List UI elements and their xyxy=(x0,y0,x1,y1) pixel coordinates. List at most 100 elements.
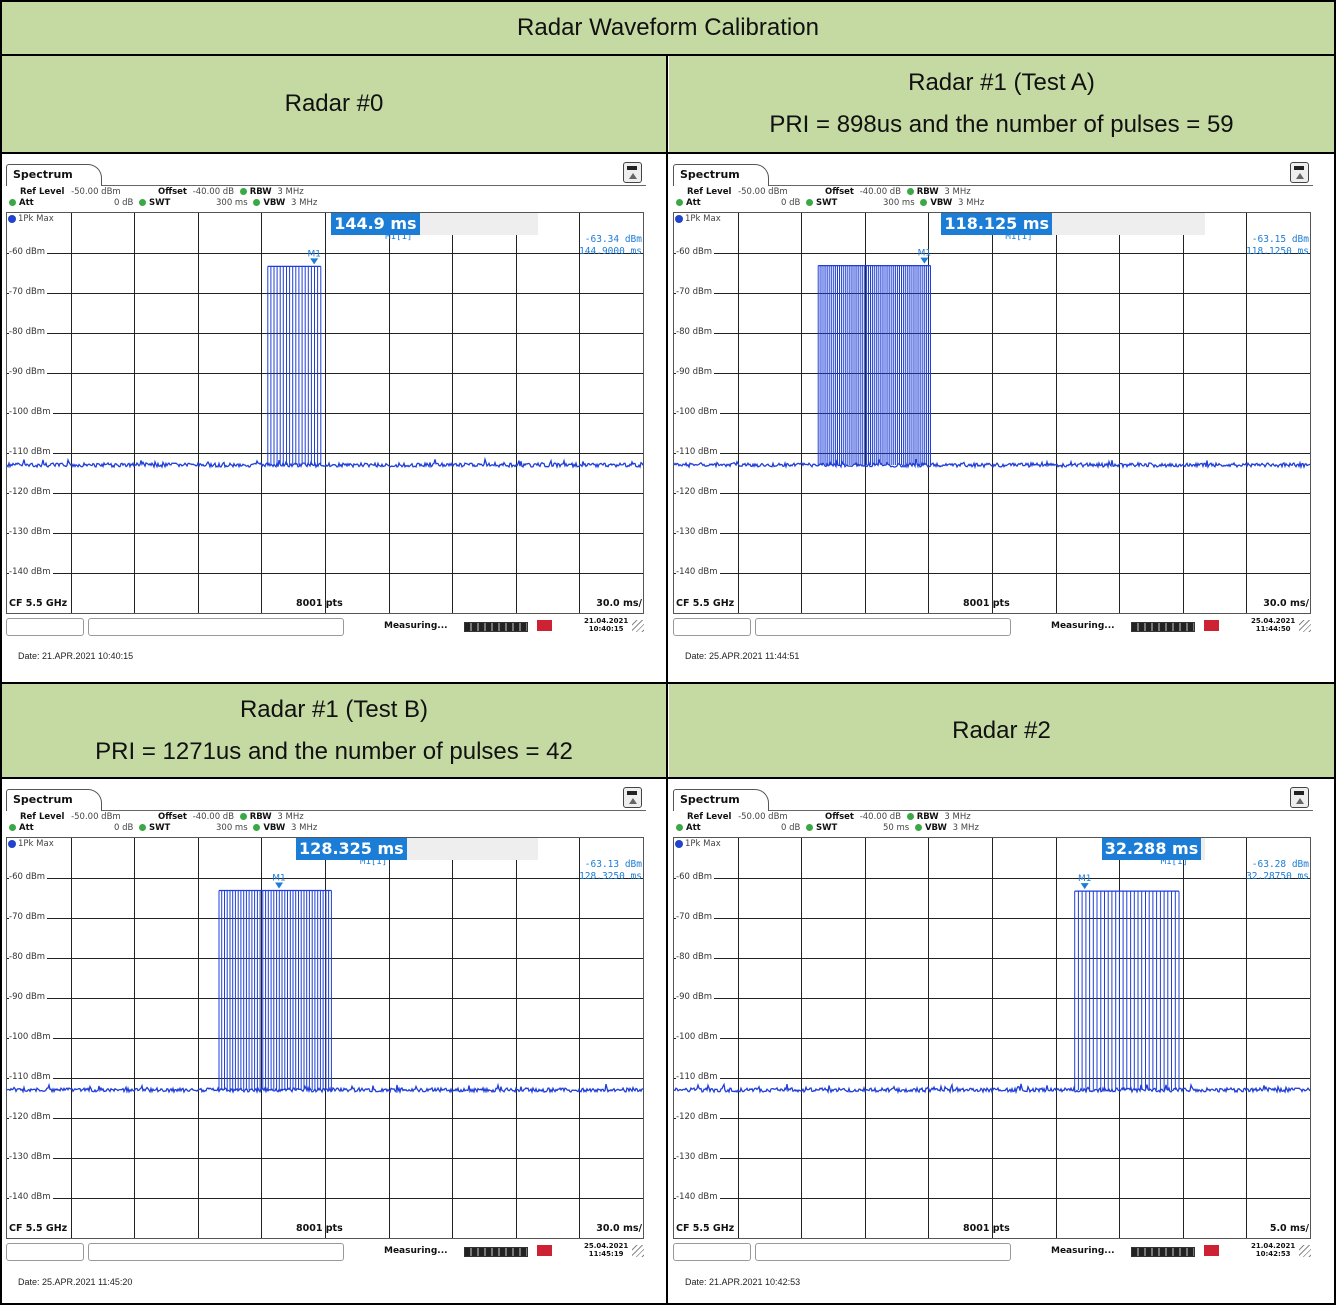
status-field-left xyxy=(673,1243,751,1261)
display-mode-icon[interactable] xyxy=(623,787,642,808)
tab-spectrum[interactable]: Spectrum xyxy=(673,789,769,811)
time-per-division: 30.0 ms/ xyxy=(596,1223,642,1234)
trace-label-text: 1Pk Max xyxy=(685,214,721,224)
header-radar1a-line1: Radar #1 (Test A) xyxy=(908,69,1095,96)
ref-level-value: -50.00 dBm xyxy=(738,812,788,822)
instrument-date: 25.04.2021 xyxy=(1251,617,1296,625)
ref-level-label: Ref Level xyxy=(20,187,65,197)
y-tick-label: -120 dBm xyxy=(676,1112,720,1122)
resize-grip-icon[interactable] xyxy=(1299,620,1311,632)
tab-spectrum[interactable]: Spectrum xyxy=(673,164,769,186)
header-radar1a-line2: PRI = 898us and the number of pulses = 5… xyxy=(769,111,1234,138)
swt-value: 300 ms xyxy=(216,198,248,208)
measuring-status: Measuring... xyxy=(384,621,448,631)
att-label: Att xyxy=(19,198,34,208)
marker-time: 118.1250 ms xyxy=(1246,246,1309,257)
resize-grip-icon[interactable] xyxy=(632,1245,644,1257)
sweep-progress-bar xyxy=(1131,622,1195,632)
resize-grip-icon[interactable] xyxy=(632,620,644,632)
offset-label: Offset xyxy=(158,187,187,197)
marker-time: 128.3250 ms xyxy=(579,871,642,882)
ref-level-value: -50.00 dBm xyxy=(738,187,788,197)
vbw-value: 3 MHz xyxy=(952,823,979,833)
time-per-division: 5.0 ms/ xyxy=(1269,1223,1309,1234)
vbw-label: VBW xyxy=(263,823,286,833)
rbw-label: RBW xyxy=(916,187,939,197)
marker-time: 144.9000 ms xyxy=(579,246,642,257)
offset-setting: Offset -40.00 dB RBW 3 MHz xyxy=(158,187,304,197)
measuring-status: Measuring... xyxy=(384,1246,448,1256)
y-tick-label: -90 dBm xyxy=(9,367,48,377)
status-field-middle xyxy=(755,618,1011,636)
trace-dot-icon xyxy=(8,839,16,848)
marker-readout-bar xyxy=(1199,838,1205,860)
marker-level: -63.15 dBm xyxy=(1251,234,1309,245)
measuring-status: Measuring... xyxy=(1051,621,1115,631)
rbw-value: 3 MHz xyxy=(277,812,304,822)
ref-level-label: Ref Level xyxy=(687,187,732,197)
swt-setting: 50 ms VBW 3 MHz xyxy=(883,823,979,833)
display-mode-icon[interactable] xyxy=(1290,787,1309,808)
ref-level-label: Ref Level xyxy=(20,812,65,822)
center-frequency: CF 5.5 GHz xyxy=(9,1223,68,1234)
swt-setting: 300 ms VBW 3 MHz xyxy=(216,198,317,208)
status-field-left xyxy=(6,1243,84,1261)
marker-tag: M1 xyxy=(307,249,321,259)
swt-setting: 300 ms VBW 3 MHz xyxy=(216,823,317,833)
marker-level: -63.28 dBm xyxy=(1251,859,1309,870)
tab-spectrum[interactable]: Spectrum xyxy=(6,789,102,811)
rbw-value: 3 MHz xyxy=(277,187,304,197)
time-per-division: 30.0 ms/ xyxy=(1263,598,1309,609)
screenshot-cell-radar1b: Spectrum Ref Level -50.00 dBm Offset -40… xyxy=(2,779,666,1303)
table-divider xyxy=(0,152,1336,154)
marker-reading: -63.34 dBm 144.9000 ms xyxy=(579,234,642,258)
spectrum-analyzer-window: Spectrum Ref Level -50.00 dBm Offset -40… xyxy=(673,783,1313,1261)
y-tick-label: -110 dBm xyxy=(676,447,720,457)
att-setting: 0 dB SWT xyxy=(781,198,837,208)
offset-value: -40.00 dB xyxy=(859,187,902,197)
y-tick-label: -80 dBm xyxy=(676,327,715,337)
header-radar1b-line1: Radar #1 (Test B) xyxy=(239,695,429,723)
settings-row-2: Att xyxy=(673,198,701,208)
header-radar2: Radar #2 xyxy=(669,684,1334,777)
offset-value: -40.00 dB xyxy=(859,812,902,822)
y-tick-label: -100 dBm xyxy=(9,407,53,417)
settings-row-1: Ref Level -50.00 dBm xyxy=(20,187,121,197)
y-tick-label: -90 dBm xyxy=(9,992,48,1002)
vbw-value: 3 MHz xyxy=(291,823,318,833)
att-label: Att xyxy=(19,823,34,833)
date-footer: Date: 25.APR.2021 11:44:51 xyxy=(685,651,800,661)
y-tick-label: -100 dBm xyxy=(676,1032,720,1042)
display-mode-icon[interactable] xyxy=(1290,162,1309,183)
y-tick-label: -70 dBm xyxy=(676,287,715,297)
tab-divider xyxy=(102,185,646,186)
marker-reading: -63.28 dBm 32.28750 ms xyxy=(1246,859,1309,883)
att-status-icon xyxy=(676,824,683,831)
marker-readout-bar xyxy=(1049,213,1205,235)
settings-row-1: Ref Level -50.00 dBm xyxy=(687,812,788,822)
status-field-middle xyxy=(88,1243,344,1261)
header-radar0: Radar #0 xyxy=(2,56,666,152)
tab-spectrum[interactable]: Spectrum xyxy=(6,164,102,186)
resize-grip-icon[interactable] xyxy=(1299,1245,1311,1257)
marker-triangle xyxy=(310,258,319,265)
sweep-progress-bar xyxy=(464,622,528,632)
swt-value: 300 ms xyxy=(216,823,248,833)
y-tick-label: -60 dBm xyxy=(676,872,715,882)
instrument-date: 21.04.2021 xyxy=(1251,1242,1296,1250)
tab-divider xyxy=(769,185,1313,186)
y-tick-label: -110 dBm xyxy=(9,447,53,457)
instrument-time: 11:44:50 xyxy=(1255,625,1291,633)
header-radar1b: Radar #1 (Test B) PRI = 1271us and the n… xyxy=(2,684,666,777)
y-tick-label: -80 dBm xyxy=(676,952,715,962)
spectrum-plot: M1 xyxy=(674,213,1310,613)
instrument-time: 10:42:53 xyxy=(1255,1250,1291,1258)
offset-setting: Offset -40.00 dB RBW 3 MHz xyxy=(158,812,304,822)
y-tick-label: -120 dBm xyxy=(9,1112,53,1122)
vbw-status-icon xyxy=(253,824,261,831)
att-status-icon xyxy=(9,199,16,206)
swt-value: 50 ms xyxy=(883,823,910,833)
att-setting: 0 dB SWT xyxy=(114,198,170,208)
display-mode-icon[interactable] xyxy=(623,162,642,183)
